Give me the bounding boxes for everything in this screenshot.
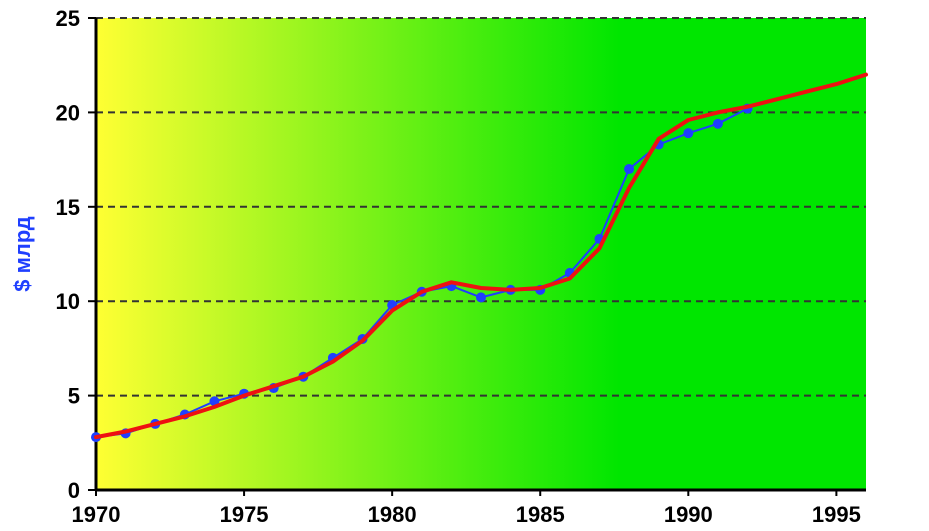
series-line-2 <box>94 72 868 440</box>
y-tick-label: 25 <box>56 6 80 31</box>
x-tick-label: 1995 <box>812 502 861 527</box>
x-tick-label: 1985 <box>516 502 565 527</box>
data-point <box>209 396 220 407</box>
y-tick-label: 10 <box>56 289 80 314</box>
series <box>91 72 868 443</box>
y-axis-label: $ млрд <box>10 216 35 291</box>
y-tick-label: 0 <box>68 478 80 503</box>
data-point <box>712 118 723 129</box>
y-tick-label: 15 <box>56 195 80 220</box>
x-tick-label: 1975 <box>220 502 269 527</box>
y-tick-label: 20 <box>56 100 80 125</box>
data-point <box>683 128 694 139</box>
data-point <box>624 164 635 175</box>
tick-labels: 0 5 10 15 20 25 1970 1975 1980 1985 1990 1995 <box>56 6 861 527</box>
axes <box>88 17 866 496</box>
x-tick-label: 1980 <box>368 502 417 527</box>
x-tick-label: 1970 <box>72 502 121 527</box>
data-point <box>476 292 486 303</box>
plot-background <box>96 18 866 490</box>
x-tick-label: 1990 <box>664 502 713 527</box>
y-tick-label: 5 <box>68 384 80 409</box>
